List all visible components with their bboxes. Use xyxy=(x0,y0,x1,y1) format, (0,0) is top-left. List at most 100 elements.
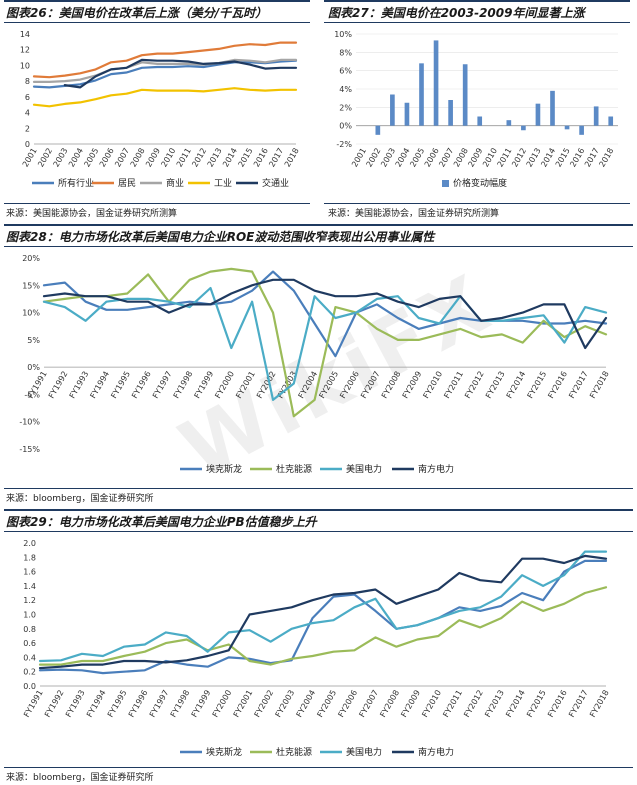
y-tick-label: 4 xyxy=(25,109,30,118)
x-tick-label: 2012 xyxy=(190,147,208,169)
legend-label: 杜克能源 xyxy=(276,463,312,475)
bar xyxy=(375,125,381,135)
x-tick-label: FY2012 xyxy=(463,370,486,400)
x-tick-label: FY2013 xyxy=(483,689,506,719)
y-tick-label: 12 xyxy=(20,46,30,55)
series-line xyxy=(38,559,608,675)
x-tick-label: FY2014 xyxy=(504,689,527,719)
x-tick-label: FY1995 xyxy=(106,689,129,719)
fig27-title: 图表27：美国电价在2003-2009年间显著上涨 xyxy=(328,6,585,20)
x-tick-label: FY1998 xyxy=(169,689,192,719)
y-tick-label: 2.0 xyxy=(23,539,36,548)
y-tick-label: 14 xyxy=(20,30,30,39)
y-tick-label: 8% xyxy=(339,48,352,57)
y-tick-label: 6% xyxy=(339,67,352,76)
x-tick-label: FY2013 xyxy=(484,370,507,400)
legend-label: 杜克能源 xyxy=(276,746,312,758)
fig28-top-rule xyxy=(4,224,633,226)
y-tick-label: -2% xyxy=(336,140,352,149)
x-tick-label: FY2012 xyxy=(462,689,485,719)
legend-label: 工业 xyxy=(214,178,232,189)
x-tick-label: FY2002 xyxy=(253,689,276,719)
x-tick-label: 2010 xyxy=(159,147,177,169)
legend-swatch xyxy=(442,180,449,187)
x-tick-label: FY2004 xyxy=(295,689,318,719)
x-tick-label: 2004 xyxy=(67,147,85,169)
y-tick-label: 1.6 xyxy=(23,568,36,577)
x-tick-label: FY2014 xyxy=(505,370,528,400)
x-tick-label: FY1999 xyxy=(190,689,213,719)
y-tick-label: 1.8 xyxy=(23,553,36,562)
x-tick-label: 2018 xyxy=(283,147,301,169)
series-line xyxy=(32,87,298,108)
x-tick-label: FY1992 xyxy=(43,689,66,719)
x-tick-label: FY2003 xyxy=(274,689,297,719)
x-tick-label: FY2017 xyxy=(567,689,590,719)
x-tick-label: 2001 xyxy=(21,147,39,169)
fig29-top-rule xyxy=(4,509,633,511)
x-tick-label: FY2005 xyxy=(315,689,338,719)
fig27-title-rule xyxy=(324,22,630,23)
series-line xyxy=(42,267,608,418)
y-tick-label: 0.6 xyxy=(23,639,36,648)
x-tick-label: 2014 xyxy=(221,147,239,169)
x-tick-label: FY1999 xyxy=(193,370,216,400)
legend-label: 所有行业 xyxy=(58,177,94,189)
y-tick-label: 4% xyxy=(339,85,352,94)
bar xyxy=(550,90,555,126)
legend-label: 埃克斯龙 xyxy=(206,746,242,758)
x-tick-label: FY2009 xyxy=(401,370,424,400)
x-tick-label: FY2008 xyxy=(378,689,401,719)
bar xyxy=(477,116,483,126)
x-tick-label: FY2018 xyxy=(588,689,611,719)
x-tick-label: FY1993 xyxy=(64,689,87,719)
y-tick-label: 0.8 xyxy=(23,625,36,634)
fig29-chart: 0.00.20.40.60.81.01.21.41.61.82.0FY1991F… xyxy=(22,539,611,758)
x-tick-label: FY2007 xyxy=(357,689,380,719)
bar xyxy=(419,63,424,126)
y-tick-label: 0.4 xyxy=(23,653,36,662)
y-tick-label: 2 xyxy=(25,124,30,133)
y-tick-label: 0% xyxy=(339,122,352,131)
fig28-title-rule xyxy=(4,246,633,247)
fig28-source: 来源：bloomberg，国金证券研究所 xyxy=(6,494,154,504)
bar xyxy=(390,94,395,126)
legend-label: 商业 xyxy=(166,177,184,189)
x-tick-label: FY2001 xyxy=(234,370,257,400)
legend-label: 南方电力 xyxy=(418,746,454,758)
y-tick-label: 0.0 xyxy=(23,682,36,691)
x-tick-label: 2016 xyxy=(252,147,270,169)
fig29-source: 来源：bloomberg，国金证券研究所 xyxy=(6,773,154,783)
y-tick-label: 8 xyxy=(25,77,30,86)
fig27-source: 来源：美国能源协会，国金证券研究所测算 xyxy=(328,209,500,219)
y-tick-label: -10% xyxy=(19,418,40,427)
x-tick-label: FY1992 xyxy=(47,370,70,400)
y-tick-label: -15% xyxy=(19,445,40,454)
x-tick-label: 2011 xyxy=(175,147,193,169)
x-tick-label: FY1991 xyxy=(22,689,45,719)
x-tick-label: 2008 xyxy=(129,147,147,169)
x-tick-label: 2005 xyxy=(82,147,100,169)
x-tick-label: FY2011 xyxy=(441,689,464,719)
y-tick-label: 6 xyxy=(25,93,30,102)
x-tick-label: FY2000 xyxy=(213,370,236,400)
x-tick-label: FY1997 xyxy=(151,370,174,400)
fig26-chart: 0246810121420012002200320042005200620072… xyxy=(20,30,301,189)
x-tick-label: FY2008 xyxy=(380,370,403,400)
fig28-title: 图表28：电力市场化改革后美国电力企业ROE波动范围收窄表现出公用事业属性 xyxy=(6,230,435,244)
x-tick-label: 2006 xyxy=(98,147,116,169)
fig27-source-rule xyxy=(324,203,630,204)
x-tick-label: FY1994 xyxy=(85,689,108,719)
x-tick-label: FY2015 xyxy=(526,370,549,400)
legend-label: 交通业 xyxy=(262,177,289,189)
fig29-title-rule xyxy=(4,531,633,532)
x-tick-label: FY1998 xyxy=(172,370,195,400)
x-tick-label: FY2016 xyxy=(546,689,569,719)
y-tick-label: 1.0 xyxy=(23,611,36,620)
x-tick-label: FY2010 xyxy=(421,370,444,400)
bar xyxy=(608,116,614,126)
x-tick-label: FY2006 xyxy=(336,689,359,719)
bar xyxy=(404,102,410,126)
x-tick-label: FY2002 xyxy=(255,370,278,400)
legend-label: 埃克斯龙 xyxy=(206,463,242,475)
